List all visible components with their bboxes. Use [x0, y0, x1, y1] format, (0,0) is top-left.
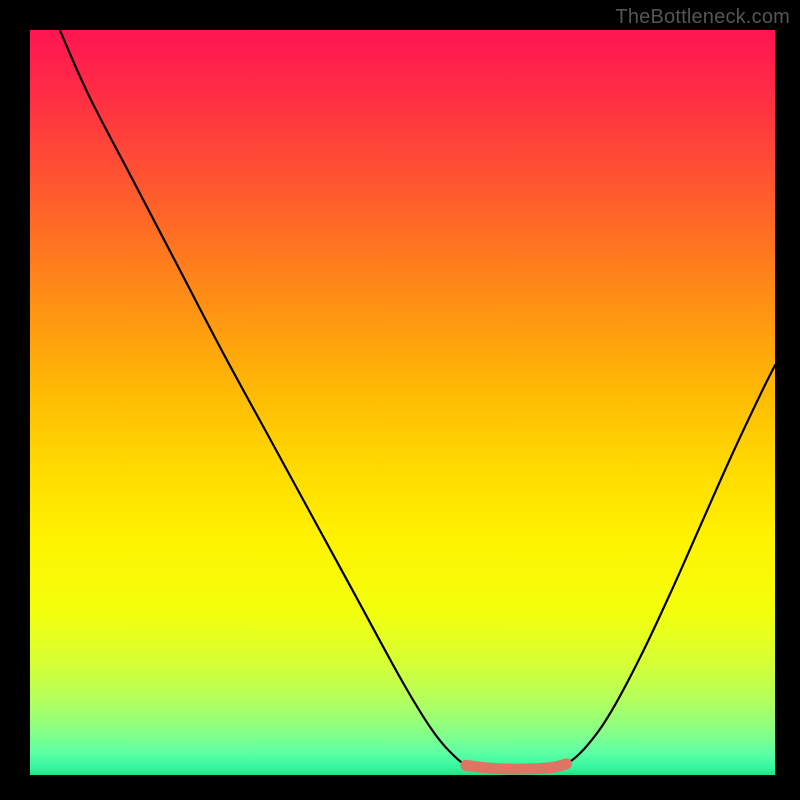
plot-area	[30, 30, 775, 775]
gradient-background	[30, 30, 775, 775]
chart-frame: TheBottleneck.com	[0, 0, 800, 800]
optimal-range-highlight	[466, 764, 567, 769]
watermark-text: TheBottleneck.com	[615, 6, 790, 29]
chart-svg	[30, 30, 775, 775]
